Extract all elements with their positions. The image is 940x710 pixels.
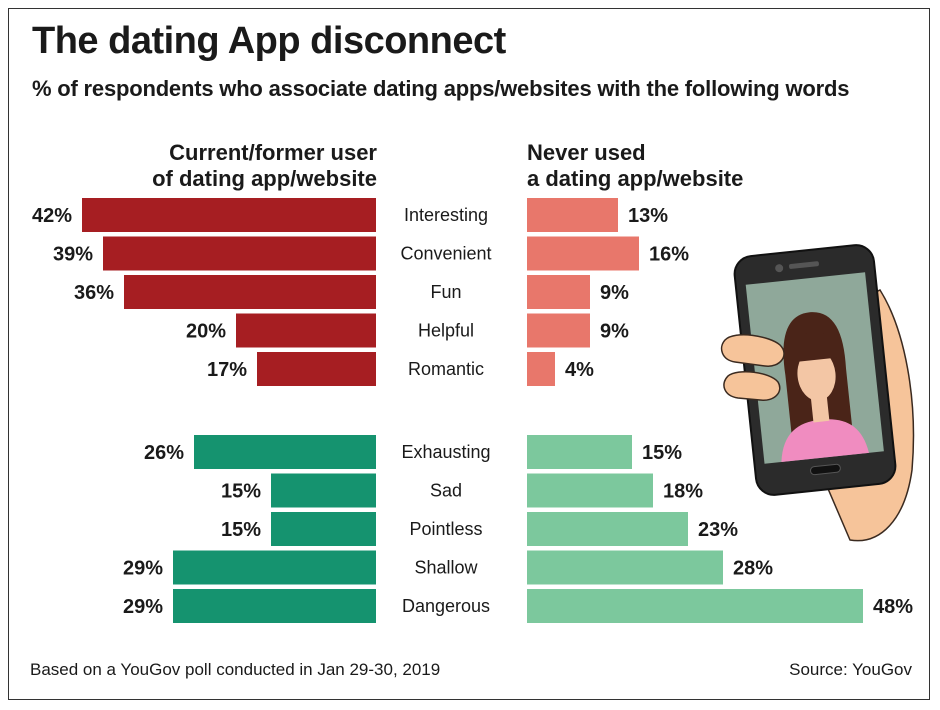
bar-user (236, 313, 376, 348)
bar-user (271, 512, 376, 546)
bar-user (173, 589, 376, 623)
data-label-never: 16% (649, 244, 689, 266)
group-heading-never: Never used a dating app/website (527, 140, 743, 192)
data-label-user: 42% (32, 205, 72, 227)
hand-finger (723, 370, 781, 401)
bar-user (271, 473, 376, 508)
neck-shape (810, 396, 830, 423)
group-heading-never-line1: Never used (527, 140, 646, 165)
bar-user (173, 550, 376, 585)
group-heading-user-line2: of dating app/website (152, 166, 377, 191)
hand-thumb (720, 334, 785, 367)
category-label: Sad (430, 481, 462, 501)
bar-never (527, 435, 632, 469)
bar-never (527, 275, 590, 309)
category-label: Interesting (404, 205, 488, 225)
data-label-user: 29% (123, 558, 163, 580)
bar-never (527, 198, 618, 232)
bar-never (527, 512, 688, 546)
category-label: Dangerous (402, 596, 490, 616)
footer-source: Source: YouGov (789, 660, 912, 679)
data-label-user: 26% (144, 442, 184, 464)
bar-user (124, 275, 376, 309)
data-label-never: 23% (698, 519, 738, 541)
data-label-never: 48% (873, 596, 913, 618)
bar-user (257, 352, 376, 386)
bar-never (527, 550, 723, 585)
group-heading-user: Current/former user of dating app/websit… (152, 140, 377, 192)
bar-user (194, 435, 376, 469)
face-shape (797, 348, 836, 401)
footer-note: Based on a YouGov poll conducted in Jan … (30, 660, 441, 679)
data-label-user: 15% (221, 519, 261, 541)
data-label-user: 39% (53, 244, 93, 266)
category-label: Pointless (409, 519, 482, 539)
data-label-user: 15% (221, 481, 261, 503)
bar-never (527, 352, 555, 386)
data-label-never: 15% (642, 442, 682, 464)
category-label: Shallow (414, 558, 478, 578)
data-label-never: 4% (565, 359, 594, 381)
group-heading-user-line1: Current/former user (169, 140, 377, 165)
bangs-shape (793, 331, 837, 363)
bar-never (527, 236, 639, 271)
bar-never (527, 313, 590, 348)
data-label-user: 20% (186, 321, 226, 343)
category-label: Helpful (418, 321, 474, 341)
bars-layer: Interesting 42% 13% Convenient 39% 16% Fun 36% 9… (32, 198, 913, 623)
data-label-never: 28% (733, 558, 773, 580)
bar-never (527, 473, 653, 508)
data-label-never: 9% (600, 282, 629, 304)
camera-icon (775, 264, 784, 273)
frame-border (8, 8, 930, 700)
category-label: Romantic (408, 359, 484, 379)
category-label: Convenient (400, 244, 491, 264)
data-label-user: 17% (207, 359, 247, 381)
data-label-never: 18% (663, 481, 703, 503)
bar-user (82, 198, 376, 232)
chart-subtitle: % of respondents who associate dating ap… (32, 76, 850, 101)
smartphone-illustration (720, 244, 915, 542)
data-label-never: 9% (600, 321, 629, 343)
bar-never (527, 589, 863, 623)
data-label-user: 36% (74, 282, 114, 304)
shirt-shape (781, 419, 869, 463)
category-label: Fun (430, 282, 461, 302)
bar-user (103, 236, 376, 271)
data-label-never: 13% (628, 205, 668, 227)
group-heading-never-line2: a dating app/website (527, 166, 744, 191)
speaker-icon (788, 261, 819, 269)
home-button-icon (810, 463, 841, 476)
category-label: Exhausting (401, 442, 490, 462)
data-label-user: 29% (123, 596, 163, 618)
chart-title: The dating App disconnect (32, 20, 506, 62)
